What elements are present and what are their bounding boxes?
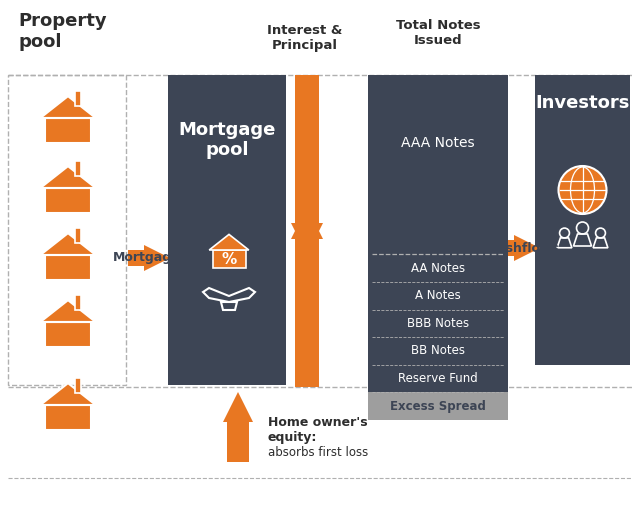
Text: BB Notes: BB Notes — [411, 344, 465, 358]
Text: AAA Notes: AAA Notes — [401, 136, 475, 150]
Text: AA Notes: AA Notes — [411, 262, 465, 275]
Text: Total Notes
Issued: Total Notes Issued — [396, 19, 480, 47]
Bar — [535, 75, 630, 365]
Bar — [75, 91, 81, 106]
Bar — [212, 250, 246, 268]
Bar — [45, 322, 91, 347]
Text: Investors: Investors — [535, 94, 630, 112]
Bar — [45, 118, 91, 143]
Bar — [45, 255, 91, 280]
Bar — [45, 255, 91, 280]
Bar — [75, 378, 81, 393]
Bar — [368, 392, 508, 420]
Polygon shape — [128, 245, 170, 271]
Bar — [75, 228, 81, 243]
Bar — [75, 295, 81, 310]
Text: Home owner's
equity:: Home owner's equity: — [268, 416, 367, 444]
Text: Cashflows: Cashflows — [488, 241, 559, 255]
Text: Reserve Fund: Reserve Fund — [398, 372, 478, 385]
Polygon shape — [40, 233, 96, 255]
Bar — [168, 75, 286, 385]
Polygon shape — [40, 300, 96, 322]
Text: %: % — [221, 251, 237, 267]
Bar — [45, 188, 91, 213]
Polygon shape — [209, 234, 249, 250]
Text: BBB Notes: BBB Notes — [407, 317, 469, 330]
Bar — [45, 405, 91, 430]
Polygon shape — [40, 383, 96, 405]
Text: Property
pool: Property pool — [18, 12, 107, 51]
Text: Excess Spread: Excess Spread — [390, 399, 486, 413]
Polygon shape — [508, 235, 540, 261]
Text: Mortgages: Mortgages — [113, 251, 188, 265]
Polygon shape — [291, 207, 323, 387]
Bar — [45, 322, 91, 347]
Bar — [368, 75, 508, 420]
Bar — [45, 188, 91, 213]
Polygon shape — [291, 75, 323, 255]
Circle shape — [559, 166, 607, 214]
Bar — [8, 75, 126, 385]
Polygon shape — [223, 392, 253, 462]
Text: Mortgage
pool: Mortgage pool — [179, 121, 276, 160]
Polygon shape — [40, 96, 96, 118]
Text: absorbs first loss: absorbs first loss — [268, 446, 368, 460]
Text: A Notes: A Notes — [415, 289, 461, 302]
Text: Interest &
Principal: Interest & Principal — [268, 24, 342, 52]
Bar — [75, 161, 81, 176]
Bar — [45, 118, 91, 143]
Polygon shape — [40, 166, 96, 188]
Bar — [45, 405, 91, 430]
